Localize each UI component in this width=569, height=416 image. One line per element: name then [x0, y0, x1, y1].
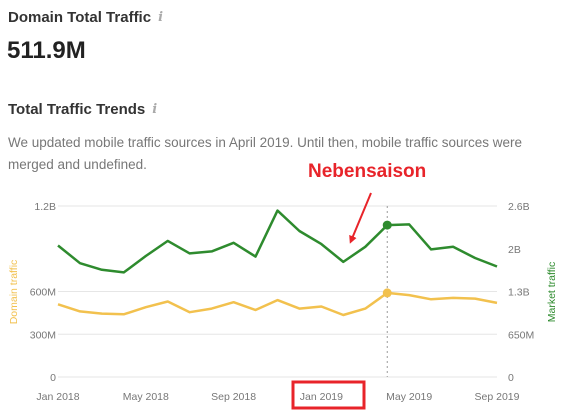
mobile-traffic-note: We updated mobile traffic sources in Apr…: [8, 135, 523, 172]
gridlines: [58, 205, 497, 378]
right-tick-label: 650M: [508, 329, 534, 341]
x-tick-label: Jan 2018: [36, 391, 79, 403]
domain-traffic-axis-label: Domain traffic: [8, 260, 20, 325]
right-tick-label: 2.6B: [508, 201, 530, 213]
total-traffic-value: 511.9M: [7, 37, 86, 64]
domain-total-traffic-label: Domain Total Traffic: [8, 9, 152, 26]
total-traffic-trends-title: Total Traffic Trends i: [8, 101, 157, 118]
market-traffic-point[interactable]: [382, 220, 392, 230]
domain-total-traffic-title: Domain Total Traffic i: [8, 9, 163, 26]
market-traffic-axis-label: Market traffic: [546, 262, 558, 323]
domain-traffic-line: [57, 291, 498, 317]
right-tick-label: 1.3B: [508, 287, 530, 299]
left-axis: 0 300M 600M 1.2B: [30, 201, 56, 384]
left-tick-label: 1.2B: [34, 201, 56, 213]
series-lines: [57, 209, 498, 317]
left-tick-label: 600M: [30, 287, 56, 299]
x-tick-label: May 2019: [386, 391, 432, 403]
x-tick-label: Jan 2019: [300, 391, 343, 403]
left-tick-label: 0: [50, 372, 56, 384]
domain-traffic-point[interactable]: [382, 288, 392, 298]
right-axis: 0 650M 1.3B 2B 2.6B: [508, 201, 534, 384]
info-icon[interactable]: i: [152, 102, 158, 117]
right-tick-label: 2B: [508, 244, 521, 256]
annotation-arrow: [349, 192, 372, 244]
highlighted-tick-box: [291, 380, 366, 410]
x-tick-label: May 2018: [123, 391, 169, 403]
x-tick-label: Sep 2019: [475, 391, 520, 403]
x-axis: Jan 2018 May 2018 Sep 2018 Jan 2019 May 2019…: [36, 391, 519, 403]
right-tick-label: 0: [508, 372, 514, 384]
left-tick-label: 300M: [30, 329, 56, 341]
nebensaison-annotation: Nebensaison: [308, 161, 426, 182]
market-traffic-line: [57, 209, 498, 274]
info-icon[interactable]: i: [158, 10, 164, 25]
x-tick-label: Sep 2018: [211, 391, 256, 403]
total-traffic-trends-label: Total Traffic Trends: [8, 101, 146, 118]
